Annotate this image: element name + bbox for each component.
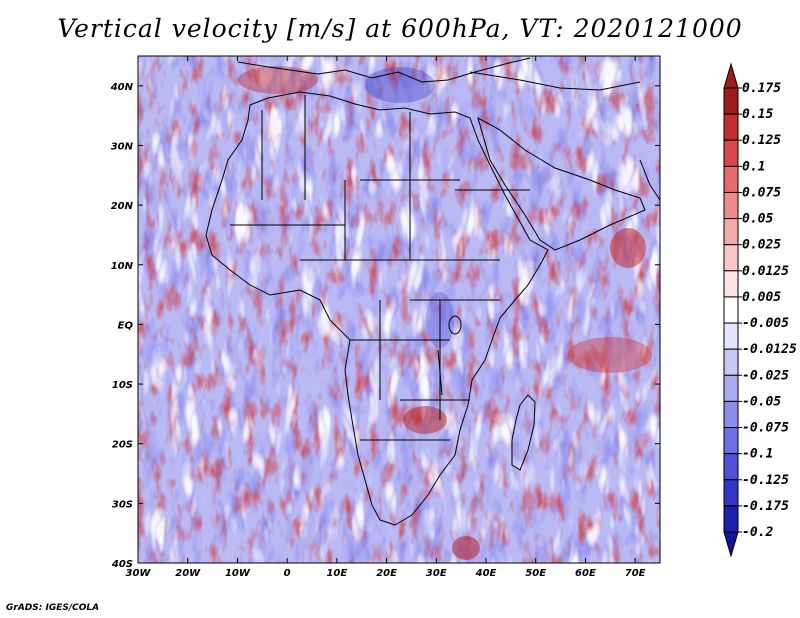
- colorbar-label: -0.005: [742, 316, 789, 331]
- colorbar-label: 0.025: [742, 238, 781, 253]
- map-axes: 30W 20W 10W 0 10E 20E 30E 40E 50E 60E 70E 40N 30N 20N…: [110, 56, 660, 579]
- colorbar-label: -0.025: [742, 368, 789, 383]
- colorbar-label: -0.05: [742, 394, 781, 409]
- colorbar-segment: [723, 87, 739, 115]
- grads-credit: GrADS: IGES/COLA: [6, 603, 100, 613]
- colorbar-segment: [723, 113, 739, 141]
- lat-tick-label: 40S: [111, 559, 133, 570]
- lon-tick-label: 10E: [326, 568, 347, 579]
- colorbar-segment: [723, 453, 739, 481]
- colorbar-label: -0.125: [742, 473, 789, 488]
- colorbar: 0.175 0.15 0.125 0.1 0.075 0.05 0.025 0.0125 0.0…: [723, 62, 797, 558]
- colorbar-segment: [723, 296, 739, 324]
- lat-tick-label: 10N: [111, 261, 134, 272]
- colorbar-label: 0.175: [742, 81, 781, 96]
- lon-tick-label: 40E: [475, 568, 497, 579]
- colorbar-segment: [723, 479, 739, 507]
- colorbar-segment: [723, 400, 739, 429]
- colorbar-label: -0.2: [742, 525, 773, 540]
- lon-tick-label: 30W: [126, 568, 152, 579]
- colorbar-segment: [723, 270, 739, 298]
- lat-tick-label: 40N: [110, 82, 134, 93]
- map-frame: [137, 55, 661, 564]
- lon-tick-label: 30E: [426, 568, 447, 579]
- colorbar-label: -0.175: [742, 499, 789, 514]
- colorbar-segment: [723, 374, 739, 402]
- lat-tick-label: 10S: [112, 380, 133, 391]
- colorbar-segment: [723, 322, 739, 350]
- lon-tick-label: 0: [284, 568, 291, 579]
- lat-tick-label: 30N: [111, 141, 134, 152]
- colorbar-segment: [723, 244, 739, 272]
- lon-tick-label: 20W: [175, 568, 201, 579]
- colorbar-segment: [723, 139, 739, 167]
- colorbar-label: -0.1: [742, 447, 773, 462]
- colorbar-segment: [723, 505, 739, 533]
- colorbar-label: -0.075: [742, 421, 789, 436]
- lon-tick-label: 10W: [225, 568, 251, 579]
- lon-tick-label: 60E: [575, 568, 596, 579]
- vertical-velocity-field: [138, 56, 660, 563]
- colorbar-label: -0.0125: [742, 342, 797, 357]
- colorbar-arrow-bottom: [723, 531, 739, 558]
- lon-tick-label: 50E: [525, 568, 546, 579]
- page-title: Vertical velocity [m/s] at 600hPa, VT: 2…: [57, 14, 743, 43]
- colorbar-segment: [723, 348, 739, 376]
- colorbar-segment: [723, 165, 739, 193]
- colorbar-label: 0.05: [742, 212, 773, 227]
- lat-tick-label: 30S: [112, 499, 133, 510]
- coastline: [205, 57, 660, 526]
- colorbar-segment: [723, 427, 739, 455]
- colorbar-label: 0.005: [742, 290, 781, 305]
- colorbar-label: 0.0125: [742, 264, 789, 279]
- colorbar-label: 0.15: [742, 107, 773, 122]
- lat-tick-label: EQ: [118, 320, 134, 331]
- lon-tick-label: 20E: [376, 568, 397, 579]
- lon-tick-label: 70E: [625, 568, 646, 579]
- colorbar-label: 0.125: [742, 133, 781, 148]
- colorbar-arrow-top: [723, 62, 739, 89]
- colorbar-label: 0.1: [742, 159, 765, 174]
- lat-tick-label: 20N: [111, 201, 134, 212]
- lat-tick-label: 20S: [112, 440, 133, 451]
- colorbar-label: 0.075: [742, 185, 781, 200]
- colorbar-segment: [723, 218, 739, 246]
- colorbar-segment: [723, 191, 739, 220]
